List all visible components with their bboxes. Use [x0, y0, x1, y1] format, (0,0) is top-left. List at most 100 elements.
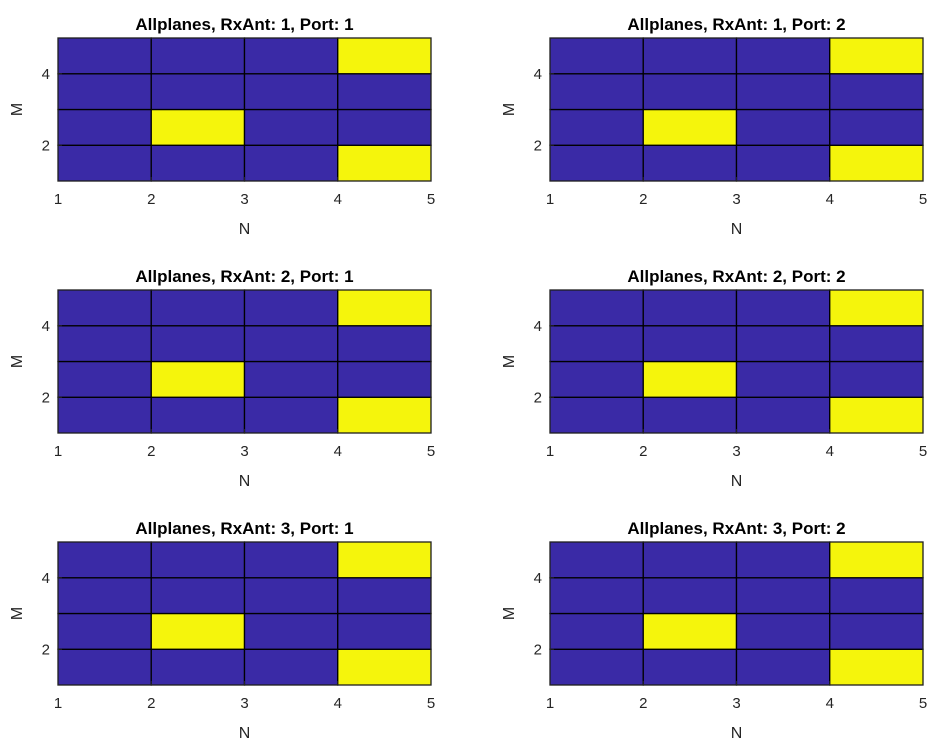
- x-tick-label: 4: [826, 695, 834, 712]
- chart-title: Allplanes, RxAnt: 1, Port: 1: [135, 15, 353, 34]
- y-tick-label: 4: [42, 570, 50, 587]
- subplot-1: Allplanes, RxAnt: 1, Port: 1 1 2 3 4 5 2 4 N M: [9, 15, 435, 238]
- heatmap-cell-m3-n3: [243, 577, 339, 615]
- y-tick-label: 4: [42, 318, 50, 335]
- heatmap-cell-m4-n4: [829, 37, 924, 75]
- heatmap-cell-m3-n1: [57, 577, 152, 615]
- x-tick-label: 4: [334, 443, 342, 460]
- y-tick-label: 2: [534, 641, 542, 658]
- x-tick-label: 1: [54, 191, 62, 208]
- x-axis-label: N: [239, 473, 251, 490]
- heatmap-cell-m2-n3: [735, 108, 831, 146]
- heatmap-cell-m4-n3: [735, 37, 831, 75]
- heatmap-cell-m3-n3: [735, 577, 831, 615]
- heatmap-cell-m2-n1: [549, 360, 644, 398]
- heatmap-cell-m4-n1: [549, 289, 644, 327]
- heatmap-cell-m3-n1: [549, 577, 644, 615]
- heatmap-cell-m3-n3: [735, 73, 831, 111]
- heatmap-cell-m1-n4: [337, 648, 432, 686]
- heatmap-cell-m4-n3: [735, 541, 831, 579]
- x-tick-label: 2: [147, 695, 155, 712]
- y-tick-label: 2: [42, 641, 50, 658]
- subplot-4: Allplanes, RxAnt: 2, Port: 2 1 2 3 4 5 2 4 N M: [501, 267, 927, 490]
- y-axis-label: M: [501, 607, 518, 620]
- heatmap-cell-m1-n4: [829, 396, 924, 434]
- heatmap-cell-m3-n2: [150, 577, 246, 615]
- y-tick-label: 4: [534, 66, 542, 83]
- x-tick-label: 4: [826, 443, 834, 460]
- heatmap-cell-m4-n2: [642, 541, 738, 579]
- subplot-3: Allplanes, RxAnt: 2, Port: 1 1 2 3 4 5 2 4 N M: [9, 267, 435, 490]
- heatmap-cell-m1-n2: [150, 144, 246, 182]
- y-tick-label: 2: [42, 389, 50, 406]
- heatmap-cell-m4-n4: [337, 37, 432, 75]
- x-tick-label: 4: [826, 191, 834, 208]
- heatmap-cell-m2-n2: [642, 360, 738, 398]
- heatmap-cell-m2-n4: [337, 612, 432, 650]
- heatmap-cell-m4-n2: [642, 37, 738, 75]
- heatmap-cell-m2-n3: [243, 360, 339, 398]
- heatmap-cell-m3-n4: [829, 577, 924, 615]
- chart-title: Allplanes, RxAnt: 2, Port: 2: [627, 267, 845, 286]
- heatmap-cell-m1-n2: [150, 648, 246, 686]
- x-axis-label: N: [239, 725, 251, 742]
- heatmap-cell-m1-n1: [57, 648, 152, 686]
- heatmap-cell-m2-n1: [57, 612, 152, 650]
- heatmap-cell-m3-n2: [642, 577, 738, 615]
- x-tick-label: 1: [54, 695, 62, 712]
- heatmap-cell-m1-n1: [549, 648, 644, 686]
- heatmap-cell-m3-n4: [829, 73, 924, 111]
- x-tick-label: 3: [240, 443, 248, 460]
- heatmap-cell-m1-n4: [337, 396, 432, 434]
- subplot-5: Allplanes, RxAnt: 3, Port: 1 1 2 3 4 5 2 4 N M: [9, 519, 435, 742]
- heatmap-cell-m2-n1: [549, 612, 644, 650]
- heatmap-cell-m3-n2: [150, 325, 246, 363]
- heatmap-cell-m1-n3: [735, 396, 831, 434]
- heatmap-cell-m1-n3: [243, 144, 339, 182]
- heatmap-cell-m3-n2: [642, 73, 738, 111]
- heatmap-cell-m1-n1: [549, 144, 644, 182]
- heatmap-cell-m3-n4: [337, 73, 432, 111]
- x-tick-label: 3: [240, 191, 248, 208]
- x-tick-label: 1: [546, 695, 554, 712]
- heatmap-cell-m2-n3: [243, 612, 339, 650]
- heatmap-cell-m2-n4: [829, 360, 924, 398]
- subplot-6: Allplanes, RxAnt: 3, Port: 2 1 2 3 4 5 2 4 N M: [501, 519, 927, 742]
- x-tick-label: 2: [639, 191, 647, 208]
- x-tick-label: 1: [546, 191, 554, 208]
- x-tick-label: 4: [334, 695, 342, 712]
- heatmap-cell-m4-n4: [337, 541, 432, 579]
- x-tick-label: 3: [732, 695, 740, 712]
- heatmap-cell-m4-n3: [735, 289, 831, 327]
- heatmap-cell-m1-n3: [735, 144, 831, 182]
- heatmap-cell-m2-n4: [829, 612, 924, 650]
- heatmap-cell-m4-n4: [829, 541, 924, 579]
- heatmap-cell-m4-n1: [549, 37, 644, 75]
- x-tick-label: 1: [546, 443, 554, 460]
- heatmap-cell-m1-n2: [642, 396, 738, 434]
- heatmap-cell-m1-n4: [829, 144, 924, 182]
- heatmap-cell-m2-n2: [150, 612, 246, 650]
- heatmap-cell-m1-n1: [57, 144, 152, 182]
- y-axis-label: M: [9, 355, 26, 368]
- heatmap-cell-m4-n1: [57, 37, 152, 75]
- y-axis-label: M: [501, 355, 518, 368]
- heatmap-cell-m3-n1: [57, 73, 152, 111]
- x-tick-label: 5: [919, 443, 927, 460]
- heatmap-cell-m3-n1: [549, 325, 644, 363]
- heatmap-cell-m4-n1: [57, 541, 152, 579]
- chart-title: Allplanes, RxAnt: 3, Port: 1: [135, 519, 353, 538]
- x-tick-label: 2: [147, 191, 155, 208]
- chart-title: Allplanes, RxAnt: 1, Port: 2: [627, 15, 845, 34]
- heatmap-cell-m1-n3: [243, 396, 339, 434]
- x-axis-label: N: [731, 473, 743, 490]
- heatmap-cell-m1-n3: [243, 648, 339, 686]
- heatmap-cell-m1-n2: [642, 648, 738, 686]
- heatmap-cell-m3-n1: [549, 73, 644, 111]
- heatmap-cell-m3-n2: [150, 73, 246, 111]
- heatmap-cell-m4-n3: [243, 37, 339, 75]
- heatmap-cell-m2-n2: [642, 108, 738, 146]
- x-tick-label: 3: [732, 191, 740, 208]
- y-tick-label: 2: [534, 389, 542, 406]
- heatmap-cell-m3-n2: [642, 325, 738, 363]
